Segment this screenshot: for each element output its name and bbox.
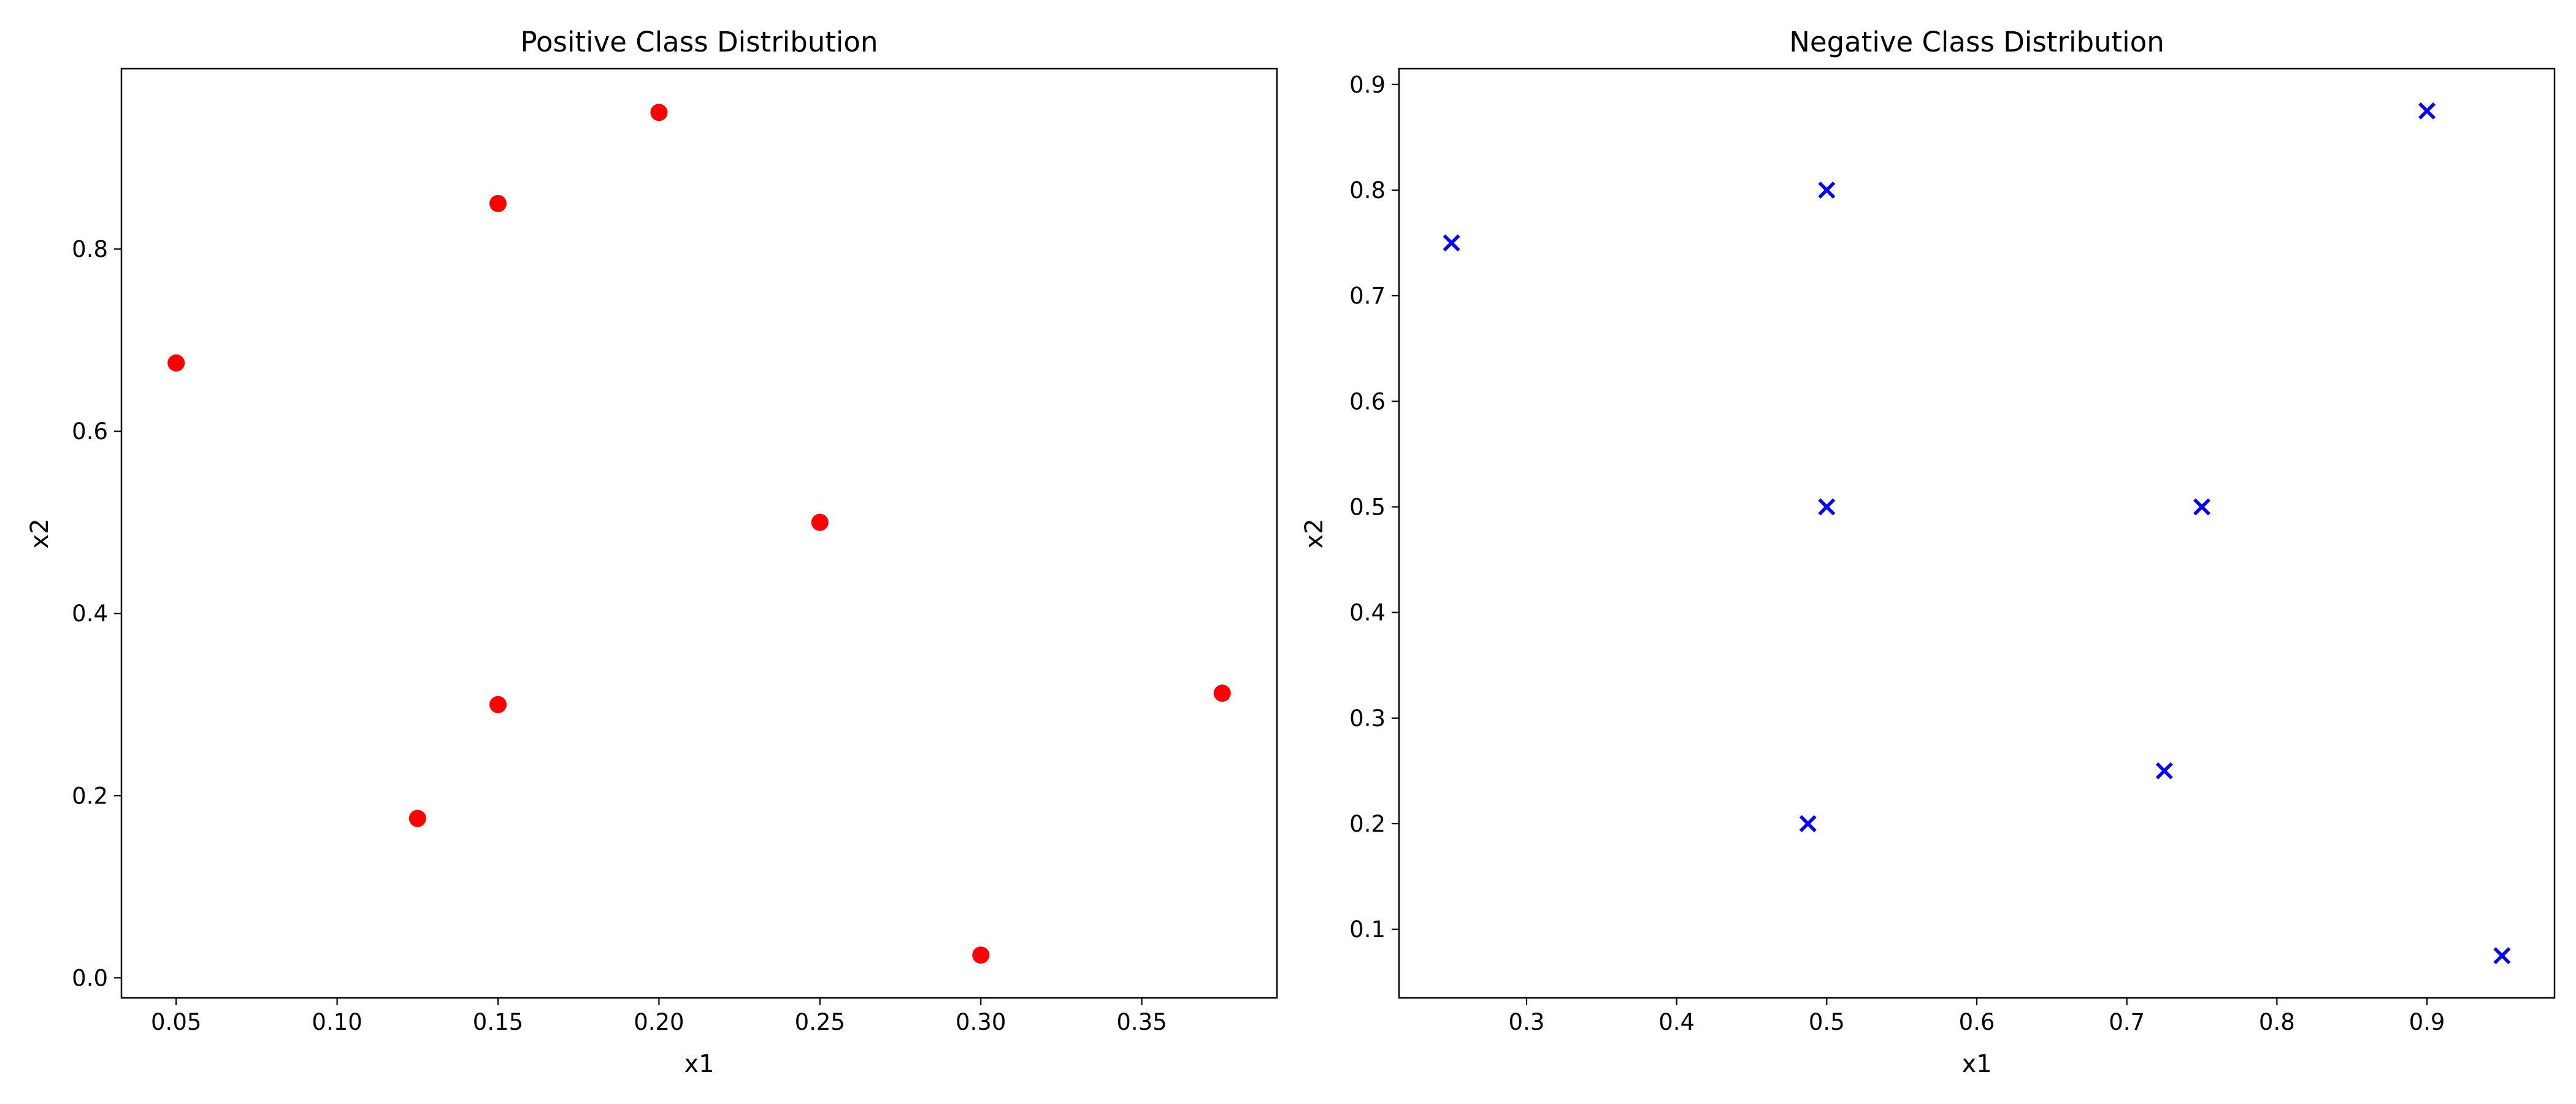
data-point bbox=[408, 810, 426, 827]
y-tick-label: 0.2 bbox=[72, 783, 108, 809]
chart-title: Negative Class Distribution bbox=[1789, 26, 2164, 58]
y-tick-label: 0.0 bbox=[72, 965, 108, 991]
data-point bbox=[489, 696, 507, 713]
y-tick-label: 0.7 bbox=[1349, 283, 1386, 309]
data-point bbox=[1213, 684, 1231, 702]
x-tick-label: 0.25 bbox=[795, 1009, 845, 1035]
plot-frame bbox=[1398, 67, 2556, 999]
x-marker-stroke bbox=[2155, 762, 2173, 780]
x-marker-stroke bbox=[1443, 234, 1460, 252]
plot-frame bbox=[120, 67, 1278, 999]
y-axis-label: x2 bbox=[26, 518, 54, 548]
data-point bbox=[2155, 762, 2173, 780]
marker-layer bbox=[167, 104, 1231, 964]
x-tick-label: 0.4 bbox=[1658, 1009, 1695, 1035]
y-tick-label: 0.4 bbox=[72, 600, 108, 627]
x-tick-label: 0.6 bbox=[1959, 1009, 1995, 1035]
data-point bbox=[972, 946, 990, 964]
y-tick-label: 0.5 bbox=[1349, 494, 1386, 520]
x-marker-stroke bbox=[2418, 102, 2436, 120]
data-point bbox=[167, 354, 185, 372]
y-tick-label: 0.8 bbox=[1349, 177, 1386, 204]
x-marker-stroke bbox=[2493, 947, 2511, 965]
marker-layer bbox=[1443, 102, 2511, 965]
positive-class-panel: Positive Class Distribution 0.05 0.10 0.15… bbox=[26, 26, 1278, 1078]
y-tick-label: 0.3 bbox=[1349, 705, 1386, 732]
data-point bbox=[2493, 947, 2511, 965]
y-tick-label: 0.9 bbox=[1349, 72, 1386, 98]
x-marker-stroke bbox=[1818, 182, 1836, 199]
x-tick-label: 0.20 bbox=[634, 1009, 684, 1035]
data-point bbox=[1799, 815, 1817, 832]
x-tick-label: 0.10 bbox=[312, 1009, 362, 1035]
x-tick-label: 0.05 bbox=[151, 1009, 201, 1035]
y-tick-label: 0.6 bbox=[1349, 388, 1386, 415]
tick-layer: 0.3 0.4 0.5 0.6 0.7 0.8 0.9 0.1 0.2 0.3 0.4 0.5 0.6 0… bbox=[1349, 72, 2445, 1035]
x-marker-stroke bbox=[2193, 498, 2210, 516]
y-tick-label: 0.4 bbox=[1349, 600, 1386, 626]
x-tick-label: 0.35 bbox=[1116, 1009, 1167, 1035]
x-axis-label: x1 bbox=[684, 1050, 714, 1078]
data-point bbox=[1443, 234, 1460, 252]
x-axis-label: x1 bbox=[1961, 1050, 1991, 1078]
tick-layer: 0.05 0.10 0.15 0.20 0.25 0.30 0.35 0.0 0.2 0.4 0.6… bbox=[72, 236, 1167, 1035]
x-tick-label: 0.8 bbox=[2259, 1009, 2295, 1035]
y-axis-label: x2 bbox=[1300, 518, 1328, 548]
x-tick-label: 0.15 bbox=[473, 1009, 523, 1035]
data-point bbox=[1818, 498, 1836, 516]
x-tick-label: 0.7 bbox=[2109, 1009, 2145, 1035]
data-point bbox=[489, 194, 507, 212]
data-point bbox=[2193, 498, 2210, 516]
data-point bbox=[1818, 182, 1836, 199]
chart-title: Positive Class Distribution bbox=[520, 26, 878, 58]
x-marker-stroke bbox=[1818, 498, 1836, 516]
x-tick-label: 0.30 bbox=[956, 1009, 1006, 1035]
y-tick-label: 0.6 bbox=[72, 418, 108, 445]
y-tick-label: 0.8 bbox=[72, 236, 108, 263]
y-tick-label: 0.1 bbox=[1349, 916, 1386, 943]
x-marker-stroke bbox=[1799, 815, 1817, 832]
x-tick-label: 0.5 bbox=[1809, 1009, 1845, 1035]
x-tick-label: 0.3 bbox=[1509, 1009, 1545, 1035]
data-point bbox=[2418, 102, 2436, 120]
data-point bbox=[650, 104, 668, 121]
negative-class-panel: Negative Class Distribution 0.3 0.4 0.5 0.6… bbox=[1300, 26, 2556, 1078]
data-point bbox=[811, 513, 829, 531]
y-tick-label: 0.2 bbox=[1349, 811, 1386, 837]
x-tick-label: 0.9 bbox=[2409, 1009, 2445, 1035]
